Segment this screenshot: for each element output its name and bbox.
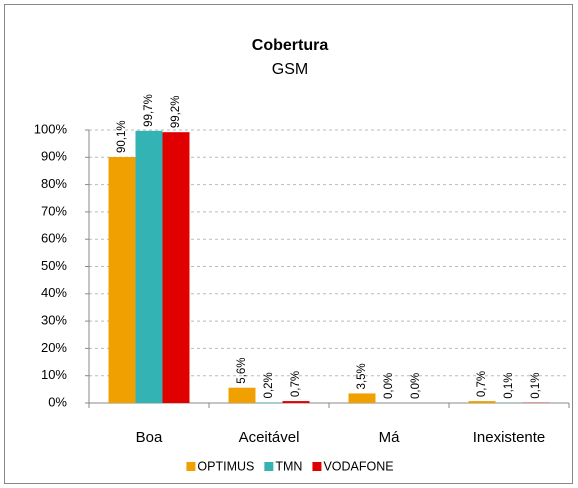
bar [162,132,190,403]
chart-title: Cobertura [252,37,329,54]
y-tick-label: 50% [41,258,67,273]
value-label: 0,1% [503,373,515,399]
value-label: 99,7% [143,94,155,127]
bar [468,401,496,403]
value-label: 0,0% [410,373,422,399]
value-label: 99,2% [170,96,182,129]
chart-subtitle: GSM [272,61,308,78]
y-tick-label: 10% [41,367,67,382]
value-label: 0,7% [290,371,302,397]
legend-swatch [186,462,196,471]
bar [255,402,283,403]
bar [135,130,163,403]
y-tick-label: 100% [34,121,68,136]
value-label: 5,6% [236,357,248,383]
y-tick-label: 90% [41,149,67,164]
x-tick-label: Aceitável [239,429,300,446]
chart-border [4,4,573,484]
y-tick-label: 20% [41,340,67,355]
y-tick-label: 40% [41,285,67,300]
value-label: 0,7% [476,371,488,397]
legend-swatch [312,462,322,471]
legend-label: TMN [275,459,302,473]
value-label: 3,5% [356,363,368,389]
value-label: 0,2% [263,372,275,398]
x-tick-label: Boa [136,429,163,446]
legend-label: OPTIMUS [197,459,254,473]
value-label: 90,1% [116,120,128,153]
legend-label: VODAFONE [323,459,393,473]
y-tick-label: 0% [48,394,67,409]
y-tick-label: 80% [41,176,67,191]
bar [282,401,310,403]
bar [348,393,376,403]
x-tick-label: Inexistente [473,429,546,446]
bar [108,157,136,403]
y-tick-label: 30% [41,313,67,328]
x-tick-label: Má [379,429,400,446]
y-tick-label: 60% [41,231,67,246]
y-tick-label: 70% [41,203,67,218]
value-label: 0,1% [530,373,542,399]
legend-swatch [264,462,274,471]
value-label: 0,0% [383,373,395,399]
bar [228,387,256,403]
